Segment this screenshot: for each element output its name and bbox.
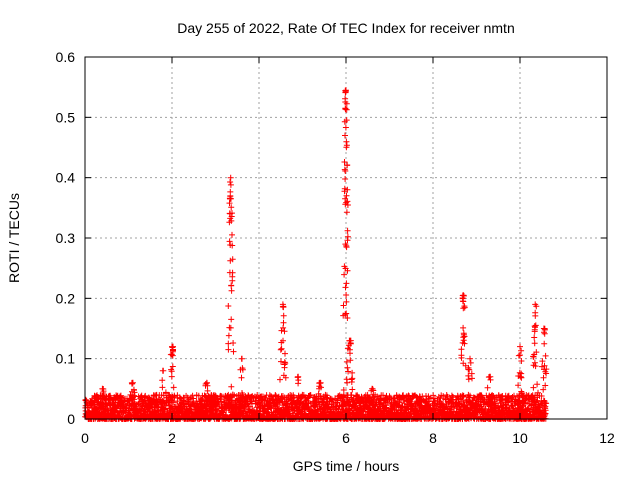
tick-labels: 0 0.1 0.2 0.3 0.4 0.5 0.6 0 2 4 6 8 10 12 (56, 49, 615, 446)
y-tick-label: 0.2 (56, 290, 76, 306)
x-tick-label: 4 (255, 430, 263, 446)
x-tick-label: 0 (81, 430, 89, 446)
x-tick-label: 8 (429, 430, 437, 446)
scatter-points (82, 87, 550, 422)
x-tick-label: 10 (512, 430, 528, 446)
x-tick-label: 12 (599, 430, 615, 446)
data-points (82, 87, 550, 422)
x-tick-label: 6 (342, 430, 350, 446)
y-axis-title: ROTI / TECUs (6, 193, 22, 283)
y-tick-label: 0.5 (56, 109, 76, 125)
x-axis-title: GPS time / hours (293, 458, 400, 474)
y-tick-label: 0.6 (56, 49, 76, 65)
y-tick-label: 0 (67, 411, 75, 427)
grid (85, 57, 607, 419)
axis-ticks (84, 56, 608, 420)
y-tick-label: 0.4 (56, 170, 76, 186)
chart-title: Day 255 of 2022, Rate Of TEC Index for r… (177, 20, 514, 36)
y-tick-label: 0.1 (56, 351, 76, 367)
y-tick-label: 0.3 (56, 230, 76, 246)
x-tick-label: 2 (168, 430, 176, 446)
